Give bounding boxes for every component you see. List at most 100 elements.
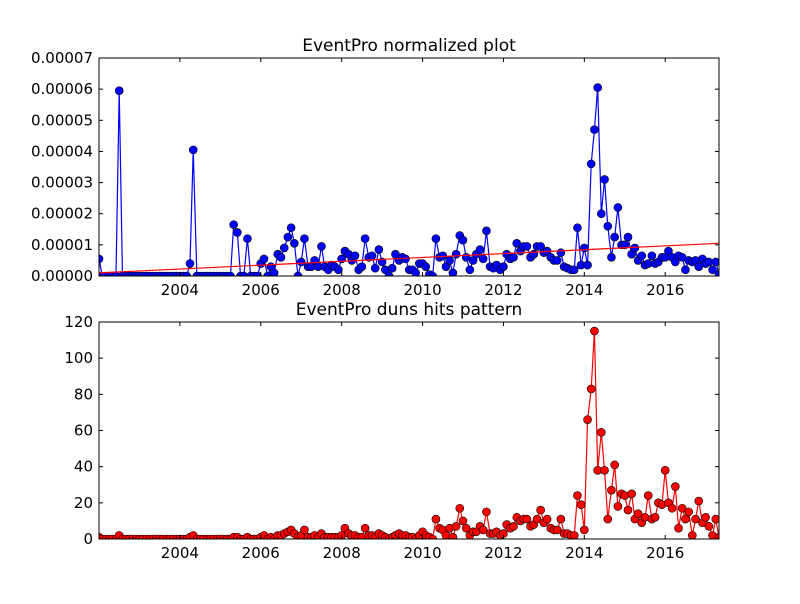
data-point <box>243 234 252 243</box>
data-point <box>445 256 454 265</box>
data-point <box>411 268 420 276</box>
data-point <box>580 243 589 253</box>
x-tick-label: 2010 <box>403 544 441 562</box>
data-point <box>290 239 299 248</box>
data-point <box>620 240 630 250</box>
x-tick-label: 2008 <box>323 281 361 299</box>
x-tick-label: 2012 <box>484 544 522 562</box>
data-point <box>556 514 566 524</box>
data-point <box>188 145 198 155</box>
data-point <box>300 525 309 535</box>
data-point <box>536 505 545 515</box>
data-point <box>583 415 592 424</box>
data-point <box>677 503 687 513</box>
x-tick-label: 2004 <box>161 281 199 299</box>
data-point <box>688 531 697 539</box>
y-tick-label: 0.00005 <box>31 111 93 129</box>
data-point <box>431 234 441 243</box>
data-point <box>458 516 468 526</box>
data-point <box>704 522 714 531</box>
data-point <box>226 271 235 276</box>
data-point <box>482 226 491 236</box>
data-point <box>300 234 309 243</box>
data-point <box>253 271 262 276</box>
data-point <box>465 265 475 275</box>
data-point <box>279 243 289 253</box>
data-point <box>583 260 592 270</box>
y-tick-label: 0.00003 <box>31 174 93 192</box>
data-point <box>99 254 104 264</box>
data-point <box>509 253 518 262</box>
data-point <box>233 228 242 237</box>
data-point <box>714 270 719 276</box>
data-point <box>428 534 437 539</box>
data-point <box>428 271 437 276</box>
data-point <box>350 251 360 261</box>
data-point <box>623 505 633 515</box>
data-point <box>283 232 293 242</box>
x-tick-label: 2006 <box>242 544 280 562</box>
data-point <box>573 491 582 500</box>
data-point <box>647 251 657 261</box>
data-point <box>370 263 380 273</box>
x-tick-label: 2014 <box>565 281 603 299</box>
y-tick-label: 0.00001 <box>31 236 93 254</box>
data-point <box>667 503 677 513</box>
data-point <box>627 489 636 499</box>
data-point <box>478 254 488 264</box>
data-point <box>569 531 579 539</box>
data-point <box>185 259 195 268</box>
data-point <box>360 523 370 533</box>
x-tick-label: 2010 <box>403 281 441 299</box>
data-point <box>597 209 606 219</box>
x-tick-label: 2016 <box>646 281 684 299</box>
y-tick-label: 0 <box>83 530 93 548</box>
data-point <box>691 514 700 524</box>
data-point <box>681 514 690 524</box>
data-point <box>603 514 613 524</box>
chart-title: EventPro normalized plot <box>302 36 516 56</box>
data-point <box>529 249 539 259</box>
x-tick-label: 2004 <box>161 544 199 562</box>
data-point <box>384 271 394 276</box>
data-point <box>360 234 370 243</box>
y-tick-label: 0.00000 <box>31 267 93 285</box>
data-point <box>573 223 582 233</box>
data-point <box>421 262 431 271</box>
data-point <box>482 507 491 517</box>
data-point <box>263 271 272 276</box>
data-point <box>684 507 693 517</box>
x-tick-label: 2014 <box>565 544 603 562</box>
y-tick-label: 0.00004 <box>31 142 93 160</box>
y-tick-label: 0.00007 <box>31 49 93 67</box>
data-point <box>357 262 367 271</box>
data-point <box>600 175 609 184</box>
data-point <box>610 232 619 242</box>
data-point <box>694 496 704 506</box>
data-point <box>461 523 471 533</box>
data-point <box>613 502 623 511</box>
data-point <box>593 83 602 92</box>
data-point <box>475 245 485 254</box>
data-point <box>586 384 596 394</box>
data-point <box>317 242 326 251</box>
x-tick-label: 2016 <box>646 544 684 562</box>
x-tick-label: 2006 <box>242 281 280 299</box>
data-point <box>637 251 647 261</box>
data-point <box>701 512 710 522</box>
data-point <box>239 271 249 276</box>
data-point <box>569 265 579 275</box>
data-point <box>367 251 377 261</box>
data-point <box>276 253 286 262</box>
y-tick-label: 20 <box>74 494 93 512</box>
data-point <box>681 265 690 275</box>
data-point <box>586 159 596 169</box>
data-point <box>633 509 643 518</box>
data-point <box>499 262 508 271</box>
data-point <box>334 265 343 275</box>
data-point <box>711 257 719 267</box>
data-point <box>708 265 717 275</box>
data-point <box>229 220 238 229</box>
data-point <box>603 221 613 231</box>
